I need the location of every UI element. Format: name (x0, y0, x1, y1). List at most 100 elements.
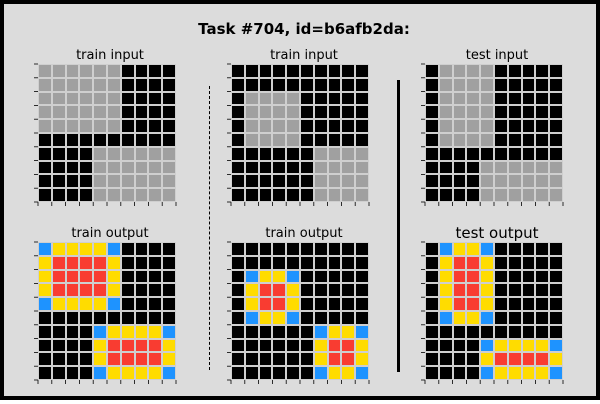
grid-cell (327, 119, 342, 133)
grid-cell (134, 119, 149, 133)
grid-cell (79, 297, 94, 311)
grid-cell (494, 105, 508, 120)
grid-cell (65, 174, 80, 189)
grid-cell (494, 311, 508, 325)
grid-cell (425, 311, 439, 325)
grid-cell (244, 105, 259, 120)
grid-cell (521, 366, 536, 380)
grid-cell (286, 242, 300, 256)
grid-cell (438, 269, 453, 284)
grid-cell (38, 174, 52, 189)
grid-cell (300, 174, 314, 189)
grid-cell (327, 269, 342, 284)
grid-cell (341, 133, 356, 147)
grid-cell (231, 105, 245, 120)
grid-cell (300, 269, 314, 284)
grid-cell (313, 283, 328, 298)
grid-cell (162, 297, 176, 311)
grid-cell (107, 283, 121, 298)
grid-cell (244, 283, 259, 298)
grid-cell (258, 64, 273, 78)
grid-cell (93, 297, 107, 311)
grid-cell (425, 283, 439, 298)
grid-cell (507, 119, 522, 133)
grid-cell (148, 242, 163, 256)
grid-cell (452, 146, 467, 161)
grid-cell (286, 133, 300, 147)
grid-cell (327, 242, 342, 256)
grid-cell (313, 366, 328, 380)
grid-cell (327, 297, 342, 311)
grid-cell (535, 77, 550, 92)
grid-train-output-1 (38, 242, 176, 380)
grid-cell (355, 255, 369, 270)
grid-cell (258, 133, 273, 147)
grid-cell (79, 324, 94, 339)
grid-cell (93, 324, 107, 339)
grid-cell (231, 174, 245, 189)
grid-cell (258, 338, 273, 353)
grid-cell (244, 352, 259, 367)
grid-cell (521, 160, 536, 175)
grid-cell (38, 352, 52, 367)
grid-cell (134, 91, 149, 106)
grid-cell (65, 91, 80, 106)
grid-cell (355, 160, 369, 175)
grid-cell (107, 297, 121, 311)
grid-cell (313, 105, 328, 120)
grid-cell (162, 283, 176, 298)
grid-cell (38, 146, 52, 161)
grid-cell (327, 160, 342, 175)
grid-cell (313, 242, 328, 256)
grid-cell (134, 174, 149, 189)
grid-cell (107, 338, 121, 353)
grid-cell (341, 188, 356, 202)
grid-cell (107, 366, 121, 380)
grid-cell (549, 188, 563, 202)
grid-cell (438, 255, 453, 270)
grid-cell (355, 352, 369, 367)
grid-cell (244, 133, 259, 147)
grid-cell (38, 133, 52, 147)
grid-cell (93, 269, 107, 284)
grid-cell (38, 283, 52, 298)
grid-cell (93, 242, 107, 256)
grid-cell (162, 366, 176, 380)
grid-cell (162, 160, 176, 175)
grid-cell (231, 160, 245, 175)
grid-cell (535, 352, 550, 367)
grid-cell (38, 160, 52, 175)
grid-cell (327, 174, 342, 189)
grid-cell (438, 366, 453, 380)
grid-cell (300, 64, 314, 78)
grid-cell (79, 160, 94, 175)
grid-cell (38, 119, 52, 133)
panel-title-train-input-2: train input (270, 48, 338, 63)
grid-cell (507, 105, 522, 120)
grid-cell (244, 174, 259, 189)
grid-cell (480, 105, 494, 120)
grid-cell (134, 188, 149, 202)
grid-cell (134, 105, 149, 120)
grid-cell (438, 105, 453, 120)
grid-cell (341, 64, 356, 78)
grid-cell (107, 160, 121, 175)
grid-cell (272, 255, 287, 270)
grid-cell (466, 311, 481, 325)
grid-cell (120, 174, 135, 189)
grid-cell (341, 242, 356, 256)
grid-cell (258, 105, 273, 120)
grid-cell (286, 352, 300, 367)
grid-cell (286, 160, 300, 175)
grid-cell (466, 188, 481, 202)
grid-cell (272, 64, 287, 78)
grid-cell (452, 133, 467, 147)
grid-cell (244, 160, 259, 175)
grid-cell (300, 91, 314, 106)
grid-cell (466, 269, 481, 284)
grid-cell (494, 64, 508, 78)
grid-cell (466, 324, 481, 339)
grid-cell (120, 269, 135, 284)
grid-cell (65, 133, 80, 147)
